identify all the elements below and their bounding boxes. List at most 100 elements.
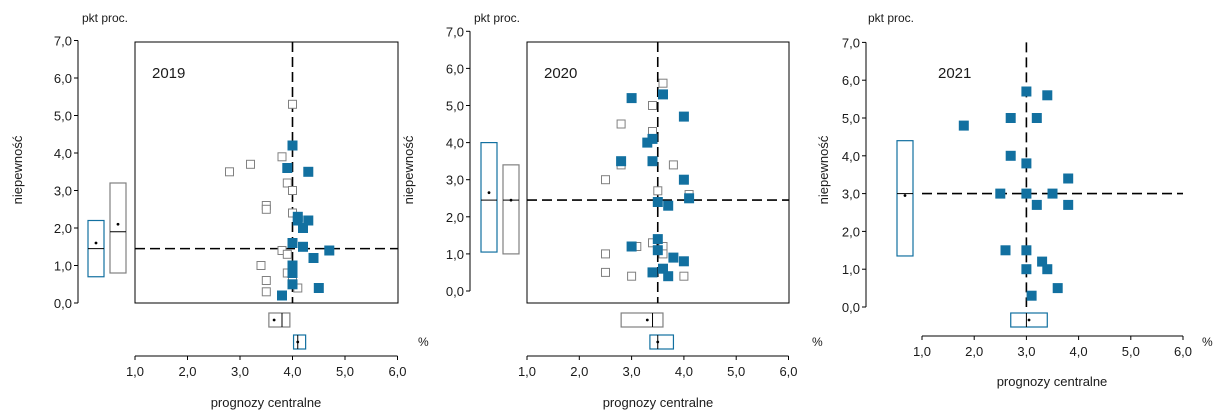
units-label: pkt proc. (82, 11, 128, 25)
data-point-hollow (282, 249, 292, 259)
box-bottom-mean (296, 340, 300, 344)
data-point-filled (626, 93, 637, 104)
data-point-filled (1021, 158, 1032, 169)
data-point-filled (1042, 264, 1053, 275)
x-unit-label: % (812, 335, 823, 349)
data-point-hollow (277, 152, 287, 162)
data-point-hollow (225, 167, 234, 177)
data-point-filled (277, 290, 287, 301)
data-point-filled (292, 215, 303, 226)
data-point-hollow (627, 271, 637, 281)
data-point-hollow (653, 186, 663, 196)
data-point-filled (995, 188, 1006, 199)
x-unit-label: % (418, 335, 429, 349)
data-point-filled (1026, 290, 1037, 301)
box-bottom (649, 334, 675, 350)
x-tick-label: 2,0 (570, 364, 588, 379)
y-axis-label: niepewność (10, 135, 25, 204)
y-tick-label: 1,0 (842, 262, 860, 277)
x-tick-label: 3,0 (1017, 344, 1035, 359)
y-tick-label: 7,0 (54, 34, 72, 49)
y-tick-label: 6,0 (842, 73, 860, 88)
x-tick-label: 2,0 (178, 364, 196, 379)
x-tick-label: 5,0 (727, 364, 745, 379)
data-point-hollow (288, 99, 297, 109)
box-left-mean (903, 194, 907, 197)
box-bottom (268, 312, 291, 328)
box-left (896, 140, 914, 257)
data-point-hollow (261, 276, 271, 285)
x-tick-label: 3,0 (623, 364, 641, 379)
data-point-filled (1063, 173, 1074, 184)
y-tick-label: 0,0 (54, 296, 72, 311)
y-axis-label: niepewność (816, 135, 831, 204)
data-point-filled (652, 197, 663, 207)
data-point-filled (658, 263, 668, 274)
y-tick-label: 3,0 (446, 173, 464, 188)
year-label: 2020 (544, 65, 577, 82)
data-point-hollow (648, 101, 657, 110)
x-tick-label: 1,0 (913, 344, 931, 359)
data-point-filled (958, 120, 969, 131)
data-point-filled (652, 245, 663, 256)
box-bottom (620, 312, 664, 328)
data-point-filled (1047, 188, 1058, 199)
x-tick-label: 4,0 (283, 364, 301, 379)
data-point-filled (647, 156, 658, 167)
plot-frame (134, 41, 399, 304)
y-tick-label: 7,0 (446, 24, 464, 39)
data-point-filled (1063, 199, 1074, 210)
box-left-mean (487, 191, 491, 195)
y-tick-label: 4,0 (842, 149, 860, 164)
x-tick-label: 6,0 (388, 364, 406, 379)
x-tick-label: 5,0 (1122, 344, 1140, 359)
data-point-filled (678, 256, 689, 267)
data-point-filled (1021, 264, 1032, 275)
data-point-filled (287, 238, 298, 248)
x-tick-label: 1,0 (518, 364, 536, 379)
data-point-filled (626, 241, 637, 252)
units-label: pkt proc. (868, 11, 914, 25)
y-tick-label: 1,0 (54, 259, 72, 274)
box-bottom-mean (272, 318, 276, 322)
data-point-hollow (668, 160, 678, 170)
data-point-filled (663, 271, 674, 282)
box-left (480, 142, 498, 253)
data-point-filled (678, 174, 689, 185)
data-point-filled (658, 89, 668, 100)
data-point-filled (298, 223, 308, 233)
data-point-hollow (256, 261, 266, 270)
data-point-hollow (261, 204, 271, 214)
x-tick-label: 1,0 (126, 364, 144, 379)
data-point-filled (684, 193, 695, 204)
y-tick-label: 6,0 (54, 71, 72, 86)
y-tick-label: 3,0 (842, 187, 860, 202)
year-label: 2021 (938, 65, 971, 82)
box-left-mean (509, 198, 513, 202)
data-point-filled (282, 163, 293, 173)
year-label: 2019 (152, 65, 185, 82)
data-point-filled (668, 252, 679, 263)
data-point-hollow (601, 249, 610, 259)
y-tick-label: 6,0 (446, 61, 464, 76)
panel-2021: pkt proc. 2021 niepewność prognozy centr… (816, 11, 1213, 389)
box-left (109, 182, 127, 274)
panel-2019: pkt proc. 2019 niepewność prognozy centr… (10, 11, 429, 410)
y-tick-label: 3,0 (54, 184, 72, 199)
data-point-filled (308, 253, 319, 263)
data-point-filled (287, 140, 298, 151)
data-point-hollow (616, 119, 626, 129)
y-tick-label: 4,0 (54, 146, 72, 161)
x-axis-label: prognozy centralne (211, 395, 322, 410)
data-point-filled (663, 200, 674, 211)
data-point-filled (1052, 283, 1063, 294)
x-tick-label: 4,0 (1070, 344, 1088, 359)
x-axis-label: prognozy centralne (997, 374, 1108, 389)
data-point-filled (1000, 245, 1011, 256)
data-point-filled (324, 245, 335, 256)
y-tick-label: 0,0 (842, 300, 860, 315)
y-tick-label: 2,0 (54, 221, 72, 236)
x-tick-label: 4,0 (675, 364, 693, 379)
y-tick-label: 1,0 (446, 247, 464, 262)
